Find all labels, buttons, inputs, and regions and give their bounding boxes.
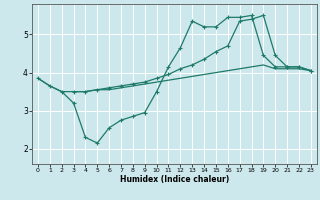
X-axis label: Humidex (Indice chaleur): Humidex (Indice chaleur)	[120, 175, 229, 184]
